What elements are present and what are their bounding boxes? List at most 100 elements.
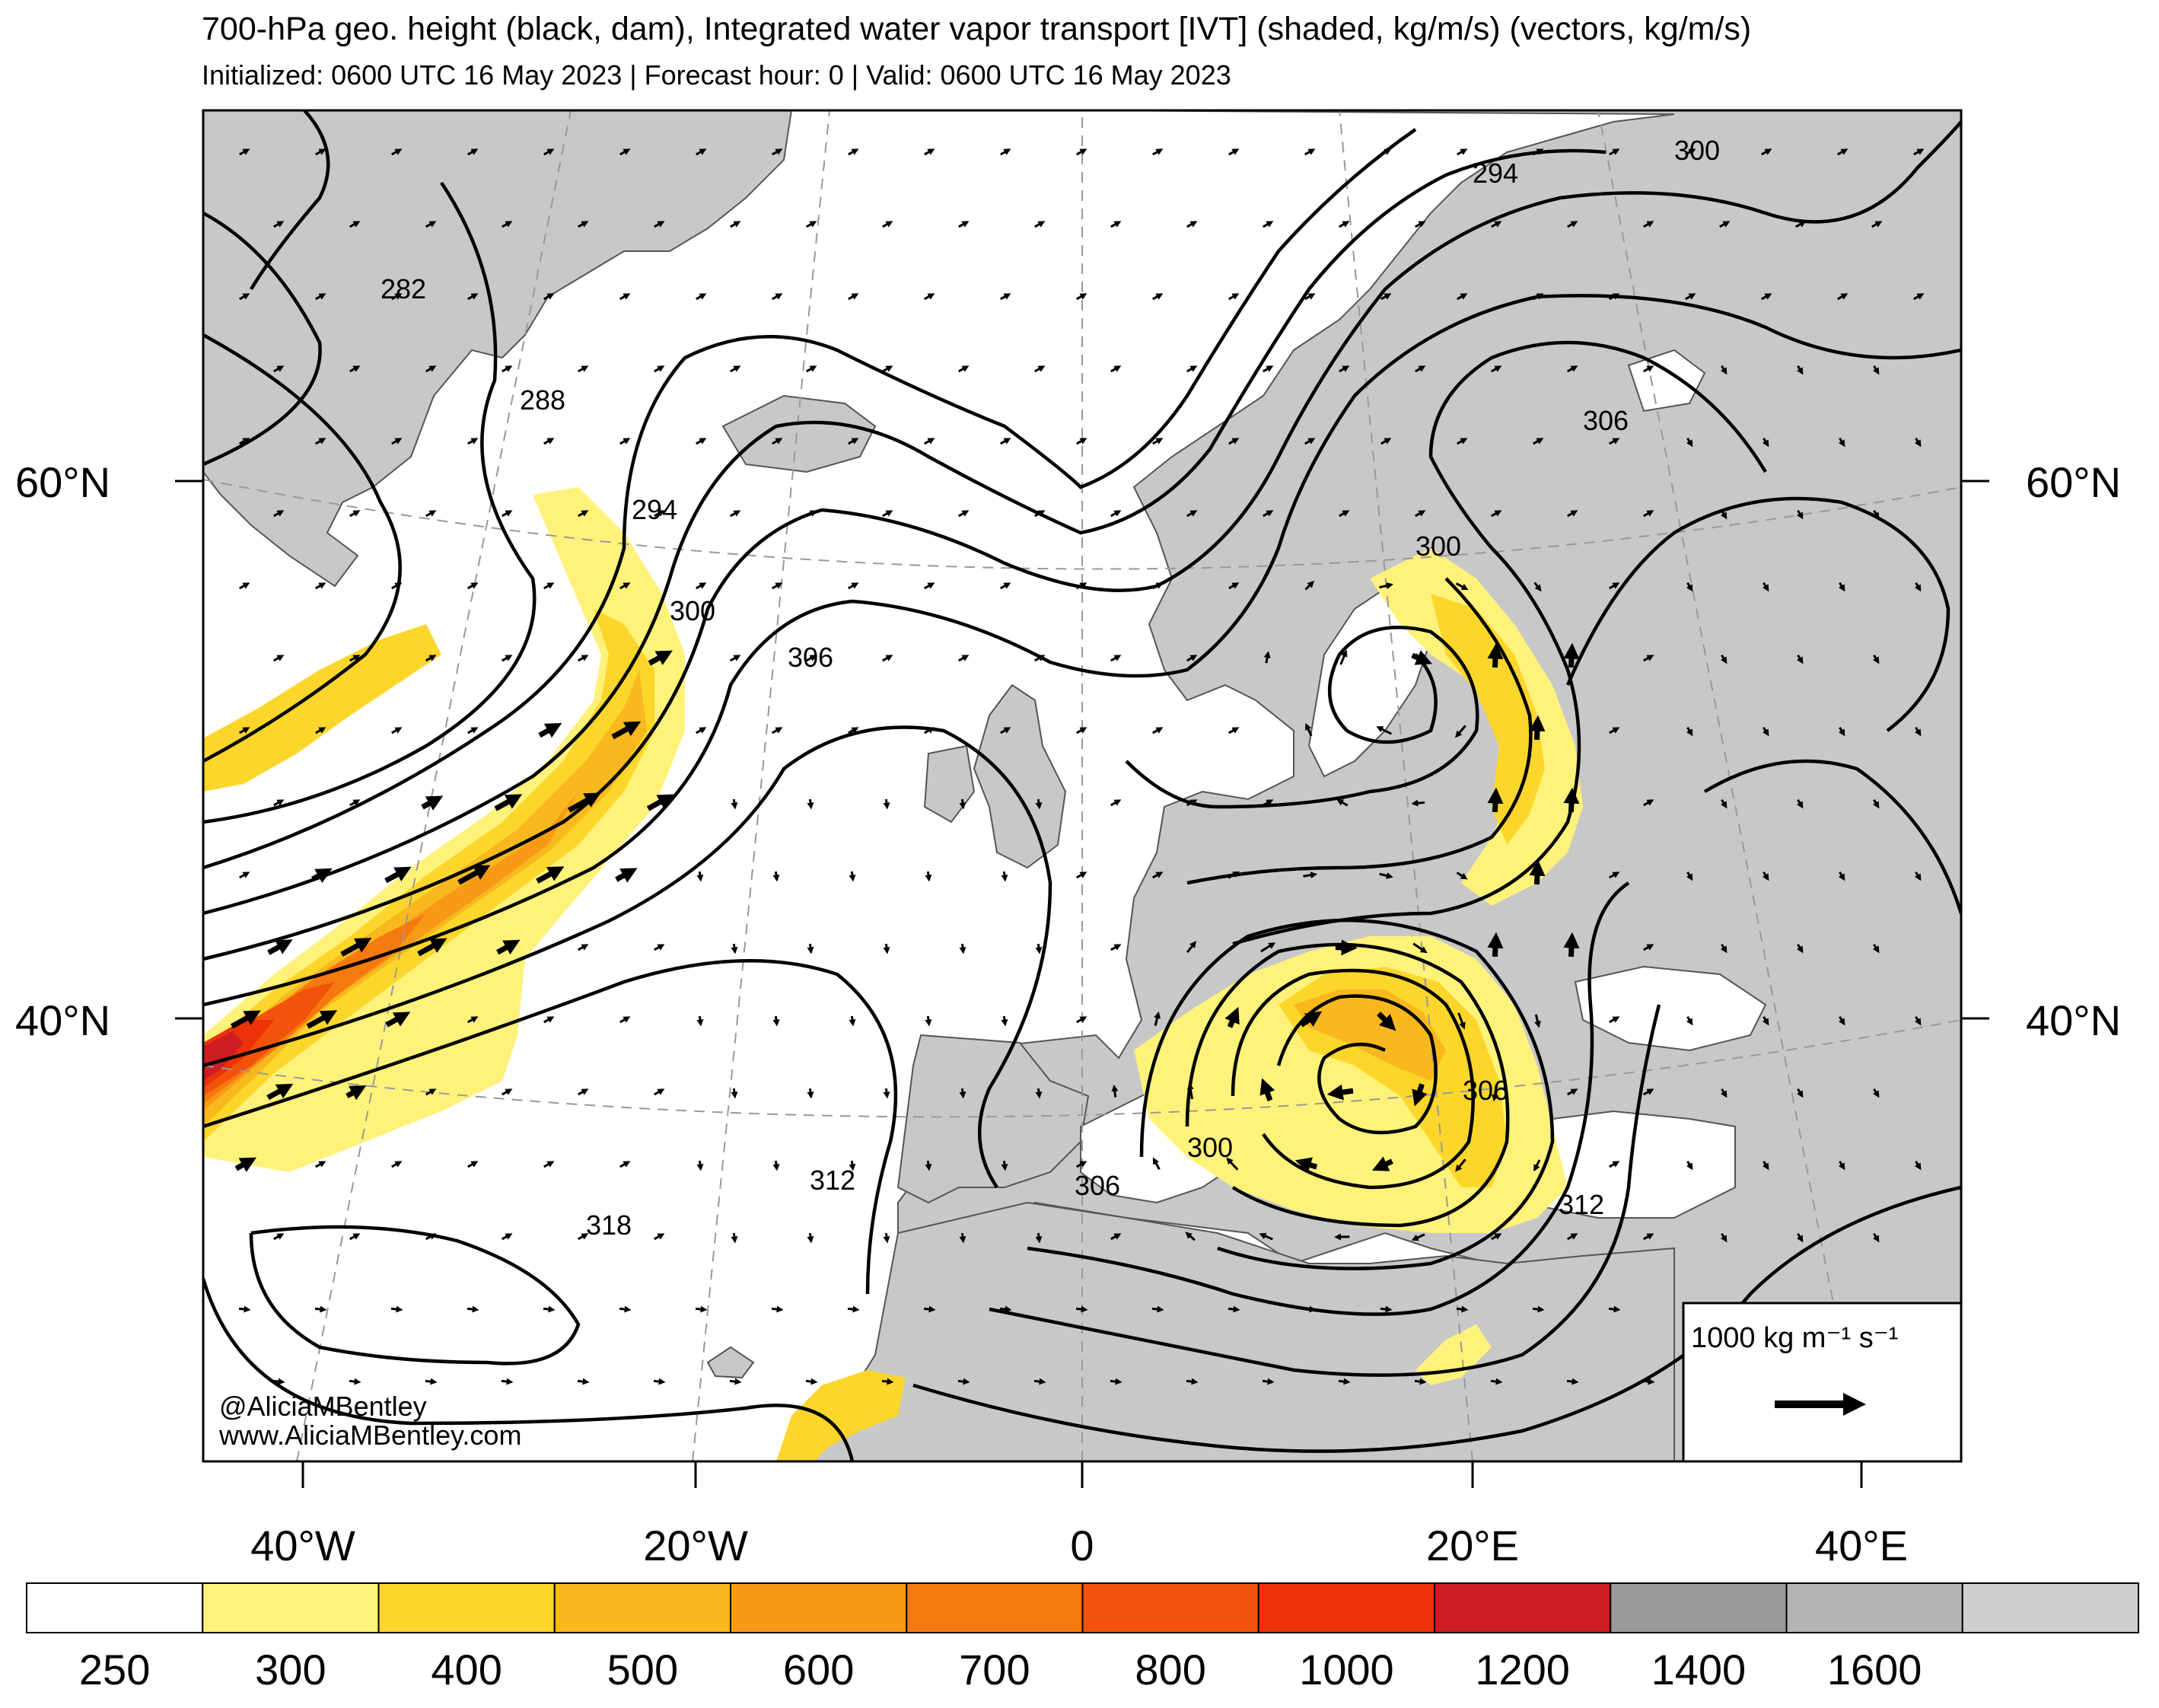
ivt-vector (1299, 1011, 1323, 1028)
ivt-vector (1110, 1233, 1122, 1241)
frame-ticks (175, 480, 1989, 1488)
ivt-vector (654, 510, 665, 518)
ivt-vector (648, 650, 673, 666)
ivt-vector (1686, 871, 1693, 881)
ivt-vector (1796, 1232, 1804, 1243)
ivt-vector (1415, 221, 1426, 228)
ivt-vector (1228, 148, 1240, 156)
colorbar-tick-label: 500 (607, 1646, 678, 1694)
ivt-patch-northwest (203, 624, 441, 792)
ivt-vector (266, 1083, 294, 1101)
ivt-vector (1076, 1016, 1087, 1024)
ivt-vector (1034, 655, 1046, 662)
contour-label: 312 (810, 1165, 855, 1196)
ivt-vector (1186, 655, 1198, 662)
ivt-vector (543, 582, 555, 590)
ivt-vector (772, 148, 783, 156)
ivt-vector (619, 582, 631, 590)
ivt-vector (391, 148, 403, 156)
ivt-vector (1110, 799, 1122, 807)
ivt-vector (425, 1088, 437, 1096)
ivt-vector (494, 794, 523, 811)
lon-label-40w: 40°W (250, 1522, 355, 1569)
ivt-vector (1529, 715, 1546, 741)
ivt-vector (1643, 1088, 1654, 1096)
ivt-vector (238, 1305, 251, 1313)
ivt-vector (696, 1015, 704, 1027)
colorbar-swatch (730, 1582, 908, 1633)
ivt-vector (1000, 582, 1011, 590)
ivt-vector (695, 1305, 708, 1313)
contour-line (1231, 968, 1475, 1190)
ivt-vector (467, 582, 479, 590)
lon-label-0: 0 (1070, 1522, 1094, 1569)
ivt-vector (696, 727, 707, 735)
ivt-vector (1076, 293, 1087, 301)
ivt-vector (1532, 1305, 1545, 1313)
ivt-vector (1762, 582, 1769, 592)
ivt-vector (234, 1157, 257, 1172)
ivt-vector (1154, 1011, 1161, 1026)
ivt-vector (1456, 1305, 1469, 1313)
ivt-vector (654, 944, 665, 951)
ivt-vector (578, 944, 589, 951)
ivt-vector (1762, 726, 1769, 737)
ivt-vector (315, 438, 326, 445)
ivt-vector (1761, 148, 1772, 156)
ivt-vector (543, 148, 555, 156)
ivt-vector (1228, 871, 1240, 879)
ivt-vector (1796, 654, 1804, 664)
ivt-vector (417, 938, 447, 957)
ivt-patch-libya (1415, 1324, 1492, 1385)
ivt-vector (958, 655, 970, 662)
ivt-vector (1379, 582, 1393, 589)
ivt-vector (315, 727, 326, 735)
ivt-vector (578, 365, 589, 373)
figure-subtitle: Initialized: 0600 UTC 16 May 2023 | Fore… (202, 59, 1231, 91)
ivt-vector (730, 510, 741, 518)
ivt-vector (619, 1161, 631, 1168)
contour-line (1027, 881, 1630, 1316)
colorbar-swatch (1961, 1582, 2139, 1633)
ivt-vector (1534, 1014, 1541, 1028)
ivt-vector (1837, 293, 1849, 301)
ivt-vector (882, 365, 893, 373)
ivt-plume-atlantic-800 (203, 982, 335, 1096)
ivt-vector (806, 655, 817, 662)
ivt-vector (619, 293, 631, 301)
ivt-vector (273, 655, 285, 662)
ivt-vector (390, 1305, 403, 1313)
ivt-vector (1491, 1085, 1498, 1102)
ivt-vector (1110, 944, 1122, 951)
ivt-vector (1228, 438, 1240, 445)
ivt-vector (1795, 221, 1807, 228)
ivt-vector (1111, 1084, 1119, 1098)
ivt-vector (646, 794, 674, 811)
ivt-vector (267, 939, 293, 955)
colorbar-tick-label: 700 (959, 1646, 1030, 1694)
ivt-vector (772, 438, 783, 445)
ivt-vector (1186, 799, 1198, 807)
ivt-vector (1000, 293, 1011, 301)
ivt-vector (1872, 654, 1880, 664)
ivt-vector (696, 148, 707, 156)
ivt-vector (1609, 727, 1620, 735)
colorbar-tick-label: 1600 (1827, 1646, 1922, 1694)
colorbar-swatch (906, 1582, 1084, 1633)
ivt-vector (578, 1088, 589, 1096)
ivt-vector (1035, 798, 1043, 810)
ivt-vector (578, 221, 589, 228)
ivt-vector (1228, 293, 1240, 301)
ivt-vector (806, 365, 817, 373)
ivt-vector (467, 148, 479, 156)
ivt-vector (1455, 1158, 1466, 1172)
ivt-vector (1609, 438, 1620, 445)
ivt-vector (847, 1305, 860, 1313)
ivt-vector (882, 221, 893, 228)
ivt-vector (1263, 365, 1274, 373)
ivt-vector (772, 871, 780, 882)
ivt-vector (772, 1015, 780, 1027)
ivt-vector (502, 1233, 513, 1241)
ivt-vector (619, 1305, 632, 1313)
ivt-vector (848, 438, 859, 445)
